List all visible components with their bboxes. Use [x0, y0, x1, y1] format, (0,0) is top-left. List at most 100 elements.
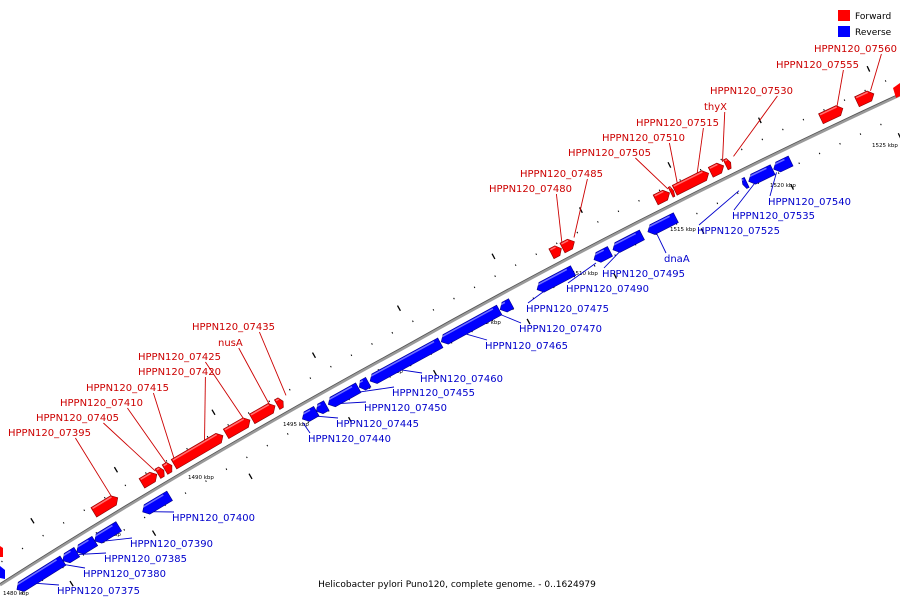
tick-mark-minor: [865, 90, 866, 91]
label-leader-line: [103, 423, 155, 471]
gene-label-forward[interactable]: HPPN120_07485: [520, 169, 603, 180]
gene-label-reverse[interactable]: HPPN120_07470: [519, 324, 602, 335]
tick-mark-minor: [125, 485, 126, 486]
label-leader-line: [63, 564, 85, 568]
gene-forward-HPPN120_07515[interactable]: [672, 168, 711, 195]
label-leader-line: [871, 54, 882, 91]
tick-mark-minor: [289, 389, 290, 390]
gene-label-reverse[interactable]: HPPN120_07540: [768, 197, 851, 208]
gene-label-reverse[interactable]: HPPN120_07450: [364, 403, 447, 414]
gene-reverse-HPPN120_07525[interactable]: [740, 177, 749, 189]
gene-forward-HPPN120_07530[interactable]: [723, 157, 733, 169]
gene-label-reverse[interactable]: HPPN120_07535: [732, 211, 815, 222]
gene-label-forward[interactable]: HPPN120_07405: [36, 413, 119, 424]
tick-mark-minor: [433, 309, 434, 310]
tick-mark-minor: [778, 172, 779, 173]
gene-label-forward[interactable]: HPPN120_07415: [86, 383, 169, 394]
gene-label-reverse[interactable]: HPPN120_07400: [172, 513, 255, 524]
gene-forward-thyX[interactable]: [708, 161, 726, 177]
gene-label-reverse[interactable]: HPPN120_07460: [420, 374, 503, 385]
gene-forward-partial: [893, 83, 900, 98]
label-leader-line: [464, 333, 487, 340]
gene-reverse-HPPN120_07540[interactable]: [771, 156, 793, 174]
tick-mark-minor: [166, 460, 167, 461]
gene-label-forward[interactable]: HPPN120_07435: [192, 322, 275, 333]
gene-label-forward[interactable]: HPPN120_07510: [602, 133, 685, 144]
gene-forward-HPPN120_07435[interactable]: [274, 396, 285, 409]
gene-label-reverse[interactable]: HPPN120_07490: [566, 284, 649, 295]
label-leader-line: [669, 143, 677, 184]
tick-mark-minor: [392, 332, 393, 333]
label-leader-line: [239, 348, 270, 405]
gene-label-reverse[interactable]: HPPN120_07445: [336, 419, 419, 430]
gene-label-forward[interactable]: HPPN120_07395: [8, 428, 91, 439]
gene-label-forward[interactable]: HPPN120_07555: [776, 60, 859, 71]
gene-label-forward[interactable]: HPPN120_07515: [636, 118, 719, 129]
gene-label-reverse[interactable]: HPPN120_07465: [485, 341, 568, 352]
tick-mark-minor: [783, 129, 784, 130]
gene-label-forward[interactable]: HPPN120_07530: [710, 86, 793, 97]
tick-mark-minor: [63, 522, 64, 523]
tick-mark-minor: [185, 492, 186, 493]
gene-forward-HPPN120_07485[interactable]: [560, 237, 577, 253]
gene-label-reverse[interactable]: HPPN120_07455: [392, 388, 475, 399]
tick-mark-major: [31, 518, 34, 523]
tick-mark-major: [397, 306, 400, 311]
label-leader-line: [259, 332, 286, 395]
legend-reverse-label: Reverse: [855, 28, 892, 38]
gene-label-reverse[interactable]: HPPN120_07375: [57, 586, 140, 597]
gene-label-reverse[interactable]: dnaA: [664, 254, 690, 265]
gene-label-reverse[interactable]: HPPN120_07495: [602, 269, 685, 280]
tick-mark-major: [249, 474, 252, 479]
gene-label-forward[interactable]: HPPN120_07560: [814, 44, 897, 55]
gene-label-forward[interactable]: HPPN120_07480: [489, 184, 572, 195]
tick-mark-minor: [269, 401, 270, 402]
gene-label-reverse[interactable]: HPPN120_07380: [83, 569, 166, 580]
gene-forward-HPPN120_07560[interactable]: [855, 89, 877, 107]
gene-label-forward[interactable]: HPPN120_07425: [138, 352, 221, 363]
genome-caption: Helicobacter pylori Puno120, complete ge…: [318, 580, 596, 590]
tick-mark-minor: [700, 169, 701, 170]
tick-mark-minor: [267, 445, 268, 446]
gene-label-forward[interactable]: HPPN120_07420: [138, 367, 221, 378]
tick-mark-minor: [741, 149, 742, 150]
tick-mark-minor: [187, 448, 188, 449]
tick-mark-minor: [840, 143, 841, 144]
gene-forward-HPPN120_07505[interactable]: [653, 188, 672, 205]
tick-mark-major: [867, 66, 870, 71]
label-leader-line: [837, 70, 843, 106]
label-leader-line: [734, 96, 778, 156]
tick-mark-minor: [799, 163, 800, 164]
tick-mark-major: [114, 467, 117, 472]
gene-label-reverse[interactable]: HPPN120_07525: [697, 226, 780, 237]
tick-mark-minor: [618, 211, 619, 212]
gene-label-reverse[interactable]: HPPN120_07385: [104, 554, 187, 565]
tick-mark-minor: [124, 529, 125, 530]
legend-reverse-swatch: [838, 26, 850, 37]
label-leader-line: [574, 179, 587, 237]
tick-label: 1515 kbp: [670, 227, 696, 233]
gene-forward-HPPN120_07405[interactable]: [139, 470, 160, 488]
gene-reverse-partial: [0, 566, 5, 579]
tick-mark-minor: [495, 276, 496, 277]
gene-label-reverse[interactable]: HPPN120_07390: [130, 539, 213, 550]
legend: Forward Reverse: [838, 10, 892, 38]
tick-mark-minor: [372, 343, 373, 344]
gene-label-forward[interactable]: HPPN120_07410: [60, 398, 143, 409]
tick-mark-minor: [144, 517, 145, 518]
label-leader-line: [723, 112, 725, 162]
tick-mark-minor: [598, 221, 599, 222]
tick-mark-major: [212, 410, 215, 415]
gene-label-reverse[interactable]: HPPN120_07440: [308, 434, 391, 445]
gene-label-reverse[interactable]: HPPN120_07475: [526, 304, 609, 315]
tick-mark-minor: [248, 412, 249, 413]
legend-forward-swatch: [838, 10, 850, 21]
gene-label-forward[interactable]: thyX: [704, 102, 727, 113]
gene-label-forward[interactable]: nusA: [218, 338, 243, 349]
tick-label: 1490 kbp: [188, 475, 214, 481]
tick-mark-minor: [207, 436, 208, 437]
gene-label-forward[interactable]: HPPN120_07505: [568, 148, 651, 159]
label-leader-line: [205, 377, 206, 442]
label-leader-line: [556, 194, 562, 244]
